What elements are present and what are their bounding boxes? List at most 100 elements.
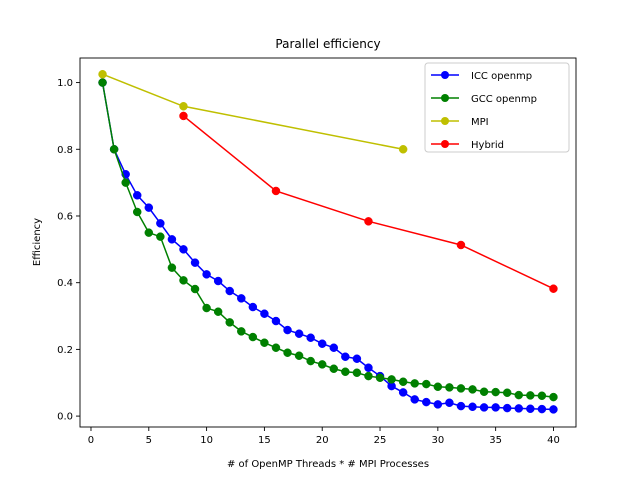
legend-label: ICC openmp — [471, 71, 532, 82]
data-point-gcc-openmp — [317, 360, 327, 369]
data-point-gcc-openmp — [364, 371, 373, 381]
data-point-icc-openmp — [468, 402, 477, 412]
data-point-icc-openmp — [317, 339, 327, 348]
data-point-gcc-openmp — [433, 382, 443, 391]
data-point-gcc-openmp — [98, 78, 107, 87]
legend-swatch-marker — [441, 71, 449, 79]
data-point-gcc-openmp — [202, 303, 211, 313]
data-point-icc-openmp — [479, 403, 489, 412]
x-tick-label: 15 — [258, 435, 271, 446]
data-point-gcc-openmp — [329, 364, 339, 373]
data-point-gcc-openmp — [213, 307, 223, 316]
legend: ICC openmp GCC openmp MPI Hybrid — [424, 62, 570, 153]
data-point-icc-openmp — [456, 401, 466, 411]
data-point-icc-openmp — [213, 276, 223, 286]
data-point-icc-openmp — [144, 203, 154, 212]
data-point-gcc-openmp — [410, 379, 419, 388]
data-point-gcc-openmp — [294, 351, 304, 360]
data-point-gcc-openmp — [237, 327, 246, 336]
data-point-gcc-openmp — [526, 391, 535, 400]
data-point-gcc-openmp — [144, 228, 154, 237]
data-point-gcc-openmp — [306, 356, 315, 366]
data-point-icc-openmp — [283, 325, 292, 335]
data-point-icc-openmp — [167, 235, 177, 244]
legend-item-icc-openmp: ICC openmp — [431, 71, 532, 82]
data-point-icc-openmp — [271, 316, 281, 326]
data-point-icc-openmp — [202, 270, 211, 279]
data-point-mpi — [398, 145, 408, 154]
data-point-gcc-openmp — [491, 387, 500, 397]
x-tick-label: 25 — [374, 435, 387, 446]
legend-item-hybrid: Hybrid — [431, 140, 504, 151]
data-point-gcc-openmp — [514, 390, 524, 400]
chart-title: Parallel efficiency — [275, 37, 380, 51]
data-point-icc-openmp — [410, 395, 419, 404]
legend-item-mpi: MPI — [431, 117, 489, 128]
data-point-gcc-openmp — [179, 276, 188, 285]
data-point-gcc-openmp — [422, 379, 431, 389]
data-point-gcc-openmp — [445, 383, 454, 392]
series-gcc-openmp — [98, 78, 558, 402]
data-point-icc-openmp — [225, 286, 234, 296]
data-point-icc-openmp — [398, 388, 408, 397]
plot-area — [98, 69, 558, 414]
legend-label: Hybrid — [471, 140, 504, 151]
x-tick-label: 10 — [200, 435, 213, 446]
data-point-gcc-openmp — [502, 388, 512, 397]
y-axis-label: Efficiency — [32, 218, 43, 266]
x-tick-label: 20 — [316, 435, 329, 446]
legend-box — [424, 62, 570, 153]
data-point-icc-openmp — [526, 404, 535, 414]
data-point-icc-openmp — [294, 329, 304, 338]
data-point-gcc-openmp — [190, 284, 200, 294]
axes: 0 5 10 15 20 25 30 35 40 0.0 0.2 0.4 0.6 0.8 1.0 — [57, 78, 560, 446]
legend-swatch-marker — [441, 94, 449, 102]
data-point-icc-openmp — [190, 258, 200, 267]
data-point-icc-openmp — [445, 398, 454, 408]
data-point-icc-openmp — [549, 405, 558, 414]
data-point-icc-openmp — [502, 403, 512, 413]
data-point-icc-openmp — [248, 302, 258, 312]
x-tick-label: 0 — [88, 435, 94, 446]
data-point-mpi — [98, 69, 107, 79]
data-point-icc-openmp — [364, 363, 373, 372]
legend-swatch-marker — [441, 140, 449, 148]
data-point-hybrid — [549, 284, 558, 293]
data-point-icc-openmp — [433, 400, 443, 409]
data-point-gcc-openmp — [271, 343, 281, 352]
data-point-gcc-openmp — [225, 318, 234, 327]
data-point-mpi — [179, 102, 188, 111]
series-hybrid — [179, 111, 558, 293]
data-point-gcc-openmp — [121, 178, 130, 187]
data-point-gcc-openmp — [468, 385, 477, 394]
data-point-icc-openmp — [341, 352, 350, 361]
data-point-gcc-openmp — [549, 392, 558, 402]
plot-frame — [79, 57, 577, 428]
y-tick-label: 0.8 — [57, 145, 73, 156]
data-point-hybrid — [271, 186, 281, 196]
data-point-gcc-openmp — [398, 377, 408, 386]
data-point-gcc-openmp — [132, 207, 142, 217]
series-line-gcc-openmp — [101, 82, 554, 398]
series-line-icc-openmp — [101, 82, 554, 411]
legend-item-gcc-openmp: GCC openmp — [431, 94, 537, 105]
data-point-icc-openmp — [306, 333, 315, 342]
data-point-gcc-openmp — [537, 391, 547, 400]
legend-label: GCC openmp — [471, 94, 537, 105]
legend-swatch-marker — [441, 117, 449, 125]
legend-label: MPI — [471, 117, 489, 128]
y-tick-label: 0.2 — [57, 345, 73, 356]
data-point-hybrid — [364, 217, 373, 226]
data-point-gcc-openmp — [341, 367, 350, 376]
y-tick-label: 0.6 — [57, 211, 73, 222]
data-point-gcc-openmp — [387, 375, 396, 384]
y-tick-label: 0.0 — [57, 412, 73, 423]
data-point-gcc-openmp — [156, 232, 165, 241]
data-point-gcc-openmp — [109, 145, 119, 154]
data-point-gcc-openmp — [479, 387, 489, 396]
data-point-icc-openmp — [179, 245, 188, 254]
data-point-gcc-openmp — [352, 368, 362, 377]
data-point-hybrid — [179, 111, 188, 121]
data-point-icc-openmp — [132, 191, 142, 200]
